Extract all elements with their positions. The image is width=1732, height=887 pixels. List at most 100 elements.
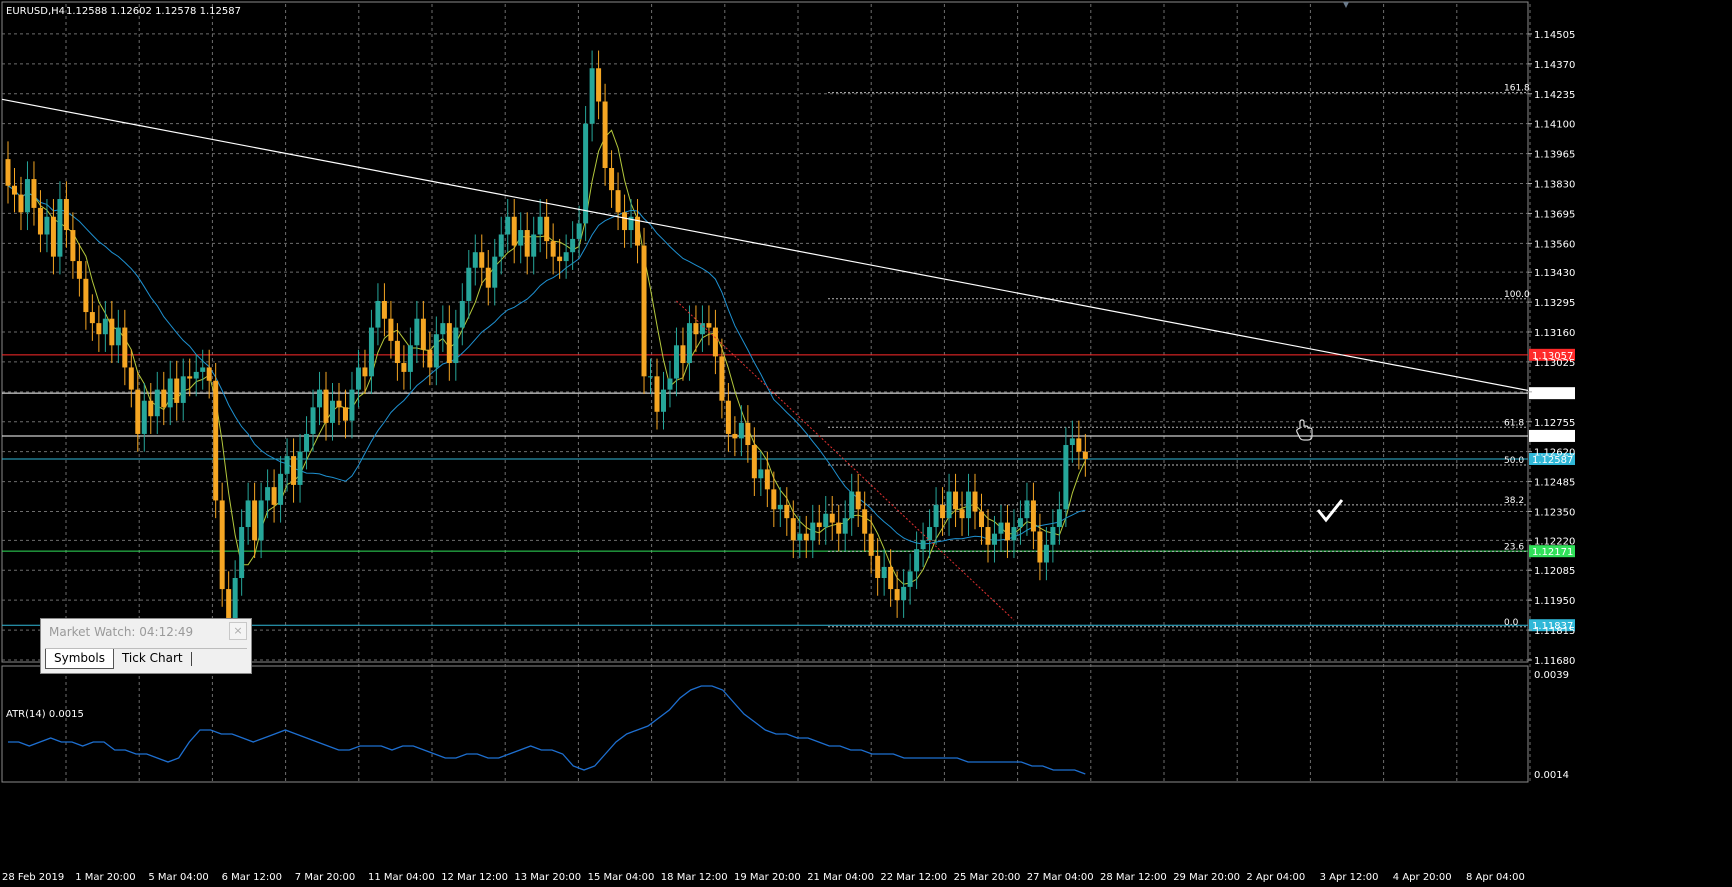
candle-body (122, 327, 128, 368)
candle-body (557, 256, 563, 262)
candle-body (37, 207, 43, 235)
candle-body (790, 518, 796, 541)
candle-body (485, 267, 491, 288)
candle-body (154, 389, 160, 417)
candle-body (622, 212, 628, 231)
candle-body (102, 318, 108, 335)
time-tick-label: 28 Mar 12:00 (1100, 872, 1167, 883)
candle-body (505, 216, 511, 235)
candle-body (940, 504, 946, 519)
trendline-group[interactable] (1, 98, 1529, 621)
candle-body (1030, 500, 1036, 532)
candle-body (816, 522, 822, 528)
tab-tick-chart[interactable]: Tick Chart (121, 651, 183, 665)
level-tag-label: 1.12884 (1532, 389, 1573, 400)
candle-body (881, 566, 887, 578)
candle-body (1076, 438, 1082, 452)
checkmark-icon (1316, 499, 1344, 523)
price-tick-label: 1.12350 (1534, 508, 1575, 519)
candle-body (291, 456, 297, 485)
tab-symbols[interactable]: Symbols (45, 649, 114, 669)
candle-body (810, 522, 816, 541)
horizontal-levels[interactable]: 1.13057 1.12884 1.12691 1.12587 1.12171 1.118… (2, 84, 1575, 633)
price-tick-label: 1.12890 (1534, 388, 1575, 399)
candle-body (323, 389, 329, 423)
candle-body (888, 566, 894, 590)
candle-body (927, 527, 933, 541)
price-tick-label: 1.13830 (1534, 180, 1575, 191)
candle-body (602, 101, 608, 168)
candle-body (388, 318, 394, 341)
candle-body (823, 513, 829, 528)
price-tick-label: 1.11815 (1534, 626, 1575, 637)
candle-body (349, 389, 355, 421)
price-tick-label: 1.13695 (1534, 209, 1575, 220)
candle-body (167, 378, 173, 408)
candle-body (680, 345, 686, 364)
close-icon[interactable]: × (229, 622, 247, 640)
candle-body (135, 389, 141, 434)
candle-body (1011, 527, 1017, 541)
candle-body (161, 389, 167, 408)
candle-body (1050, 527, 1056, 545)
price-tick-label: 1.13430 (1534, 268, 1575, 279)
candle-body (31, 179, 37, 208)
candle-body (907, 571, 913, 587)
candle-body (440, 323, 446, 335)
candle-body (1037, 531, 1043, 563)
price-tick-label: 1.13295 (1534, 298, 1575, 309)
time-tick-label: 19 Mar 20:00 (734, 872, 801, 883)
price-tick-label: 1.14100 (1534, 120, 1575, 131)
candle-body (148, 400, 154, 417)
level-tag (1529, 429, 1575, 442)
price-tick-label: 1.12755 (1534, 418, 1575, 429)
candle-body (446, 323, 452, 364)
market-watch-panel[interactable]: Market Watch: 04:12:49 × Symbols Tick Ch… (40, 618, 252, 674)
candle-body (693, 323, 699, 335)
candle-body (24, 179, 30, 213)
candle-body (609, 168, 615, 191)
candle-body (433, 334, 439, 368)
candle-body (901, 586, 907, 601)
candle-body (479, 252, 485, 268)
candle-body (667, 378, 673, 390)
candle-body (953, 491, 959, 510)
candle-body (89, 312, 95, 324)
candle-body (427, 349, 433, 368)
fib-level-label: 61.8 (1504, 418, 1524, 428)
candle-body (894, 589, 900, 601)
candle-body (278, 473, 284, 505)
candle-body (842, 518, 848, 534)
candle-body (635, 216, 641, 246)
candle-body (868, 533, 874, 556)
candle-body (330, 400, 335, 423)
tab-separator (190, 652, 192, 666)
candle-body (784, 504, 790, 519)
candle-body (751, 445, 757, 479)
chart-shift-marker-icon (1343, 2, 1349, 8)
candle-body (875, 555, 881, 578)
candle-body (797, 533, 803, 541)
candle-body (420, 318, 426, 350)
level-tag-label: 1.13057 (1532, 351, 1573, 362)
time-tick-label: 28 Feb 2019 (2, 872, 64, 883)
candle-body (511, 216, 517, 246)
candle-body (914, 549, 920, 572)
atr-tick-label: 0.0039 (1534, 670, 1569, 681)
candle-body (660, 389, 666, 412)
level-tag-label: 1.12171 (1532, 547, 1573, 558)
time-tick-label: 7 Mar 20:00 (295, 872, 355, 883)
candle-body (453, 327, 459, 364)
candle-body (271, 487, 277, 505)
candle-body (706, 323, 712, 328)
time-tick-label: 13 Mar 20:00 (514, 872, 581, 883)
candle-body (239, 527, 245, 578)
candle-body (57, 199, 63, 257)
candle-body (725, 400, 731, 434)
level-tag (1529, 452, 1575, 465)
candle-body (518, 230, 524, 246)
fib-level-label: 38.2 (1504, 496, 1524, 506)
price-axis: 1.14505 1.14370 1.14235 1.14100 1.13965 1.138… (1528, 30, 1575, 781)
candle-body (777, 504, 783, 510)
